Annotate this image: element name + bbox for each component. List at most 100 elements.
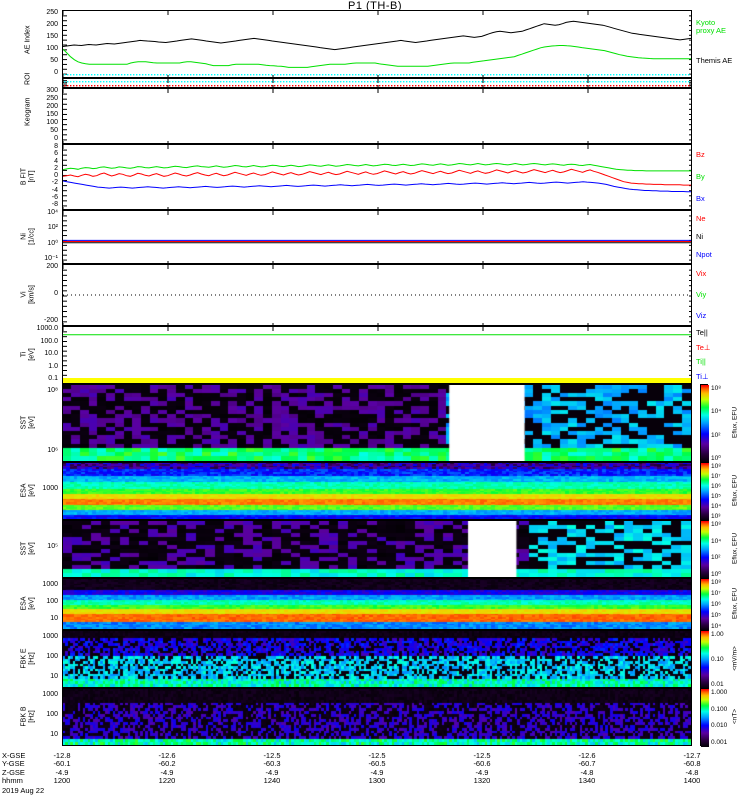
- axis-tick-2-hhmm: 1240: [263, 776, 281, 786]
- colorbar-label-cb-fbk-b: <nT>: [731, 708, 739, 725]
- ytick-fbk-e-spectrogram-2: 10: [50, 673, 58, 680]
- colorbar-tick-cb-esa-electron-4: 10⁴: [711, 623, 722, 630]
- colorbar-cb-fbk-e: [700, 630, 709, 689]
- line-bz: [63, 168, 691, 186]
- axis-tick-4-hhmm: 1320: [473, 776, 491, 786]
- roi-markers: [64, 81, 690, 87]
- colorbar-tick-cb-fbk-b-3: 0.001: [711, 739, 728, 746]
- ytick-ti-temperature-3: 1.0: [48, 362, 58, 370]
- colorbar-cb-sst-ion: [700, 384, 709, 463]
- axis-row-label-zgse: Z-GSE: [2, 767, 25, 777]
- line-by: [63, 162, 691, 172]
- colorbar-cb-esa-ion: [700, 462, 709, 521]
- colorbar-tick-cb-esa-electron-0: 10⁸: [711, 579, 721, 586]
- axis-tick-0-zgse: -4.9: [55, 767, 69, 777]
- panel-esa-electron-spectrogram: [62, 578, 692, 630]
- panel-sst-electron-spectrogram: [62, 520, 692, 578]
- ytick-sst-ion-spectrogram-1: 10⁶: [47, 447, 58, 454]
- spectrogram-fbk-e-spectrogram: [63, 631, 691, 687]
- axis-tick-0-hhmm: 1200: [53, 776, 71, 786]
- axis-tick-4-xgse: -12.5: [473, 751, 491, 760]
- ytick-sst-electron-spectrogram-0: 10⁵: [47, 543, 58, 550]
- axis-tick-5-xgse: -12.6: [578, 751, 596, 760]
- axis-tick-2-zgse: -4.9: [265, 767, 279, 777]
- colorbar-cb-esa-electron: [700, 578, 709, 631]
- colorbar-tick-cb-sst-ion-2: 10²: [711, 431, 721, 439]
- colorbar-tick-cb-sst-ion-1: 10⁴: [711, 408, 722, 416]
- ytick-ae-index-3: 100: [46, 45, 58, 52]
- ytick-ti-temperature-2: 10.0: [44, 350, 58, 357]
- colorbar-tick-cb-sst-electron-0: 10⁸: [711, 521, 721, 528]
- colorbar-tick-cb-fbk-e-0: 1.00: [711, 631, 724, 638]
- colorbar-cb-sst-electron: [700, 520, 709, 579]
- ytick-b-fit-7: -6: [51, 193, 58, 201]
- ytick-ae-index-1: 200: [46, 21, 58, 28]
- panel-vi-velocity: [62, 264, 692, 326]
- ytick-keogram-4: 100: [46, 119, 58, 126]
- colorbar-tick-cb-sst-electron-3: 10⁰: [711, 571, 721, 578]
- legend-ni-density-1: Ni: [696, 232, 704, 241]
- spectrogram-sst-ion-spectrogram: [63, 385, 691, 461]
- axis-row-label-ygse: Y-GSE: [2, 759, 25, 769]
- ytick-keogram-0: 300: [46, 87, 58, 94]
- ytick-fbk-b-spectrogram-2: 10: [50, 731, 58, 738]
- ytick-vi-velocity-2: -200: [43, 317, 58, 324]
- axis-row-label-hhmm: hhmm: [2, 776, 23, 786]
- ytick-ae-index-2: 150: [46, 33, 58, 40]
- axis-tick-2-ygse: -60.3: [263, 759, 281, 769]
- legend-ae-index-1: Themis AE: [696, 56, 733, 65]
- colorbar-tick-cb-esa-ion-1: 10⁷: [711, 473, 721, 480]
- legend-b-fit-0: Bz: [696, 150, 705, 159]
- colorbar-tick-cb-sst-electron-1: 10⁴: [711, 537, 722, 545]
- legend-ti-temperature-1: Te⊥: [696, 342, 711, 352]
- ti-yellow-band: [63, 378, 691, 383]
- colorbar-tick-cb-esa-ion-2: 10⁶: [711, 483, 721, 490]
- axis-tick-1-hhmm: 1220: [158, 776, 176, 786]
- ytick-b-fit-3: 2: [54, 164, 58, 172]
- ytick-ti-temperature-4: 0.1: [48, 375, 58, 382]
- spectrogram-esa-ion-spectrogram: [63, 463, 691, 519]
- colorbar-label-cb-esa-ion: Eflux, EFU: [731, 474, 739, 507]
- zero-line-vi: [63, 294, 691, 296]
- ytick-ae-index-5: 0: [54, 69, 58, 76]
- panel-roi: [62, 78, 692, 88]
- colorbar-tick-cb-esa-ion-3: 10⁵: [711, 493, 721, 500]
- ytick-ti-temperature-1: 100.0: [40, 337, 58, 345]
- series-ae-index: [63, 20, 691, 68]
- colorbar-tick-cb-esa-electron-3: 10⁵: [711, 612, 721, 619]
- series-b-fit: [63, 162, 691, 193]
- axis-tick-1-ygse: -60.2: [158, 759, 176, 769]
- legend-ti-temperature-3: Ti⊥: [696, 371, 709, 381]
- series-ni-density: [63, 239, 691, 244]
- colorbar-tick-cb-esa-electron-2: 10⁶: [711, 601, 721, 608]
- axis-tick-3-xgse: -12.5: [368, 751, 386, 760]
- colorbar-tick-cb-sst-ion-3: 10⁰: [711, 455, 721, 462]
- colorbar-label-cb-sst-electron: Eflux, EFU: [731, 532, 739, 565]
- legend-vi-velocity-2: Viz: [696, 310, 707, 320]
- ytick-ni-density-0: 10⁴: [47, 209, 58, 216]
- ytick-ae-index-4: 50: [50, 57, 58, 64]
- ytick-b-fit-1: 6: [54, 150, 58, 158]
- legend-ae-index-0: Kyoto proxy AE: [696, 18, 727, 35]
- colorbar-tick-cb-esa-ion-0: 10⁸: [711, 463, 721, 470]
- ytick-esa-electron-spectrogram-2: 10: [50, 615, 58, 622]
- page-title: P1 (TH-B): [348, 0, 402, 12]
- ytick-b-fit-2: 4: [54, 157, 58, 165]
- ytick-fbk-e-spectrogram-1: 100: [46, 653, 58, 660]
- panel-b-fit: [62, 144, 692, 210]
- ytick-b-fit-6: -4: [51, 186, 58, 194]
- colorbar-tick-cb-esa-ion-5: 10³: [711, 513, 721, 520]
- panel-fbk-e-spectrogram: [62, 630, 692, 688]
- ytick-b-fit-4: 0: [54, 172, 58, 179]
- spectrogram-sst-electron-spectrogram: [63, 521, 691, 577]
- line-bx: [63, 180, 691, 193]
- legend-b-fit-2: Bx: [696, 194, 705, 203]
- panel-esa-ion-spectrogram: [62, 462, 692, 520]
- legend-ti-temperature-2: Ti||: [696, 357, 706, 367]
- panel-ae-index: [62, 10, 692, 78]
- legend-ni-density-0: Ne: [696, 214, 706, 223]
- axis-tick-0-ygse: -60.1: [53, 759, 71, 769]
- ytick-ni-density-2: 10⁰: [47, 239, 58, 247]
- colorbar-cb-fbk-b: [700, 688, 709, 747]
